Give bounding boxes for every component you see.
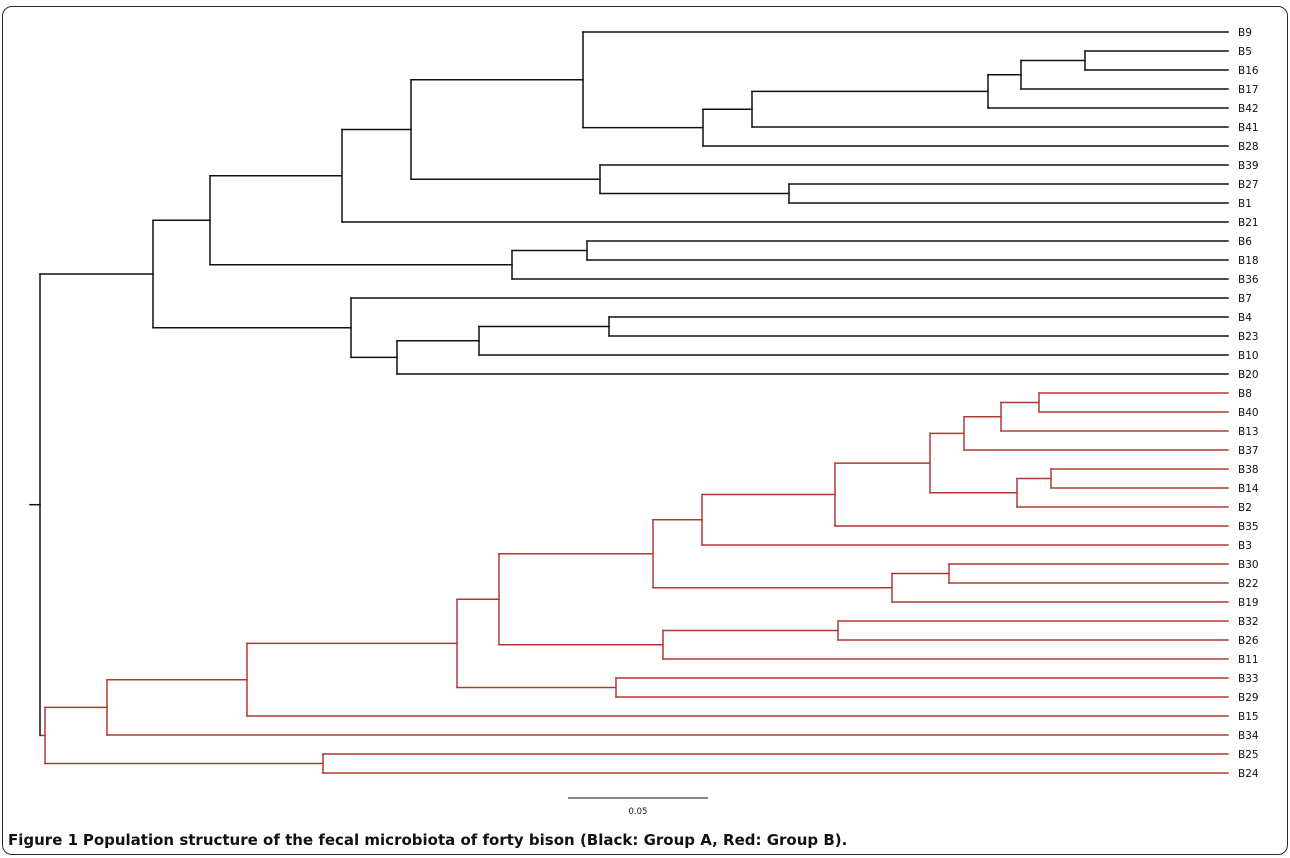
leaf-label-b37: B37 bbox=[1238, 445, 1259, 457]
leaf-label-b3: B3 bbox=[1238, 540, 1252, 552]
leaf-label-b16: B16 bbox=[1238, 65, 1259, 77]
leaf-label-b29: B29 bbox=[1238, 692, 1259, 704]
leaf-label-b2: B2 bbox=[1238, 502, 1252, 514]
leaf-label-b39: B39 bbox=[1238, 160, 1259, 172]
leaf-label-b30: B30 bbox=[1238, 559, 1259, 571]
figure-caption-text: Population structure of the fecal microb… bbox=[82, 831, 848, 849]
scale-bar-label: 0.05 bbox=[629, 807, 648, 817]
leaf-label-b22: B22 bbox=[1238, 578, 1259, 590]
leaf-label-b41: B41 bbox=[1238, 122, 1259, 134]
leaf-label-b42: B42 bbox=[1238, 103, 1259, 115]
leaf-label-b32: B32 bbox=[1238, 616, 1259, 628]
leaf-label-b20: B20 bbox=[1238, 369, 1259, 381]
leaf-label-b21: B21 bbox=[1238, 217, 1259, 229]
leaf-label-b10: B10 bbox=[1238, 350, 1259, 362]
leaf-label-b35: B35 bbox=[1238, 521, 1259, 533]
leaf-label-b17: B17 bbox=[1238, 84, 1259, 96]
leaf-label-b26: B26 bbox=[1238, 635, 1259, 647]
leaf-label-b25: B25 bbox=[1238, 749, 1259, 761]
leaf-label-b15: B15 bbox=[1238, 711, 1259, 723]
scale-bar: 0.05 bbox=[568, 797, 708, 817]
leaf-label-b6: B6 bbox=[1238, 236, 1252, 248]
leaf-label-b7: B7 bbox=[1238, 293, 1252, 305]
leaf-label-b8: B8 bbox=[1238, 388, 1252, 400]
leaf-label-b28: B28 bbox=[1238, 141, 1259, 153]
leaf-label-b5: B5 bbox=[1238, 46, 1252, 58]
leaf-label-b1: B1 bbox=[1238, 198, 1252, 210]
leaf-label-b24: B24 bbox=[1238, 768, 1259, 780]
leaf-label-b27: B27 bbox=[1238, 179, 1259, 191]
leaf-label-b34: B34 bbox=[1238, 730, 1259, 742]
figure-caption-label: Figure 1 bbox=[8, 831, 79, 849]
leaf-label-b38: B38 bbox=[1238, 464, 1259, 476]
leaf-label-b40: B40 bbox=[1238, 407, 1259, 419]
leaf-label-b13: B13 bbox=[1238, 426, 1259, 438]
leaf-label-b36: B36 bbox=[1238, 274, 1259, 286]
leaf-label-b4: B4 bbox=[1238, 312, 1252, 324]
leaf-label-b9: B9 bbox=[1238, 27, 1252, 39]
leaf-label-b18: B18 bbox=[1238, 255, 1259, 267]
leaf-label-b33: B33 bbox=[1238, 673, 1259, 685]
leaf-label-b14: B14 bbox=[1238, 483, 1259, 495]
leaf-label-b19: B19 bbox=[1238, 597, 1259, 609]
leaf-label-b23: B23 bbox=[1238, 331, 1259, 343]
figure-caption: Figure 1 Population structure of the fec… bbox=[8, 831, 1278, 849]
leaf-label-b11: B11 bbox=[1238, 654, 1259, 666]
